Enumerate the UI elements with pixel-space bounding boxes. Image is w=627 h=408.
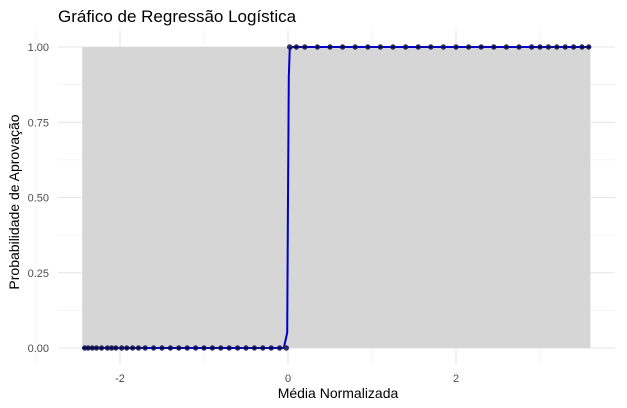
data-point: [167, 345, 174, 351]
data-point: [402, 44, 409, 50]
confidence-band: [82, 47, 591, 348]
y-axis-ticks: 0.00 0.25 0.50 0.75 1.00: [28, 42, 49, 355]
data-point: [503, 44, 510, 50]
data-point: [586, 44, 592, 50]
data-point: [118, 345, 125, 351]
x-tick-label: 2: [453, 373, 459, 385]
data-point: [283, 345, 290, 351]
data-point: [537, 44, 543, 50]
data-point: [293, 44, 300, 50]
data-point: [377, 44, 384, 50]
data-point: [201, 345, 207, 351]
y-tick-label: 0.50: [28, 193, 49, 205]
data-point: [478, 44, 484, 50]
data-point: [528, 44, 535, 50]
data-point: [159, 345, 165, 351]
data-point: [302, 44, 308, 50]
y-axis-label: Probabilidade de Aprovação: [6, 114, 22, 289]
data-point: [234, 345, 241, 351]
data-point: [339, 44, 346, 50]
y-tick-label: 0.25: [28, 268, 49, 280]
data-point: [579, 44, 585, 50]
data-point: [562, 44, 568, 50]
data-point: [268, 345, 274, 351]
data-point: [251, 345, 258, 351]
x-tick-label: 0: [285, 373, 291, 385]
confidence-band-area: [82, 47, 591, 348]
data-point: [276, 345, 283, 351]
x-tick-label: -2: [115, 373, 125, 385]
y-tick-label: 0.00: [28, 343, 49, 355]
data-point: [545, 44, 552, 50]
y-tick-label: 1.00: [28, 42, 49, 54]
data-point: [124, 345, 130, 351]
data-point: [93, 345, 100, 351]
data-point: [260, 345, 266, 351]
data-point: [415, 44, 421, 50]
data-point: [365, 44, 371, 50]
data-point: [570, 44, 577, 50]
data-point: [440, 44, 447, 50]
data-point: [453, 44, 459, 50]
data-point: [491, 44, 497, 50]
data-point: [428, 44, 434, 50]
x-axis-ticks: -2 0 2: [115, 373, 459, 385]
data-point: [327, 44, 333, 50]
data-point: [218, 345, 224, 351]
data-point: [554, 44, 560, 50]
data-point: [516, 44, 522, 50]
data-point: [98, 345, 105, 351]
data-point: [150, 345, 157, 351]
x-axis-label: Média Normalizada: [278, 385, 399, 401]
data-point: [226, 345, 232, 351]
data-point: [129, 345, 136, 351]
y-tick-label: 0.75: [28, 117, 49, 129]
data-point: [142, 345, 148, 351]
data-point: [176, 345, 182, 351]
data-point: [209, 345, 216, 351]
data-point: [352, 44, 358, 50]
data-point: [390, 44, 396, 50]
data-point: [192, 345, 199, 351]
data-point: [243, 345, 249, 351]
data-point: [135, 345, 142, 351]
data-point: [465, 44, 472, 50]
data-point: [184, 345, 190, 351]
data-point: [286, 44, 293, 50]
data-point: [314, 44, 321, 50]
data-point: [113, 345, 119, 351]
chart-title: Gráfico de Regressão Logística: [58, 7, 297, 26]
data-points: [82, 44, 592, 351]
